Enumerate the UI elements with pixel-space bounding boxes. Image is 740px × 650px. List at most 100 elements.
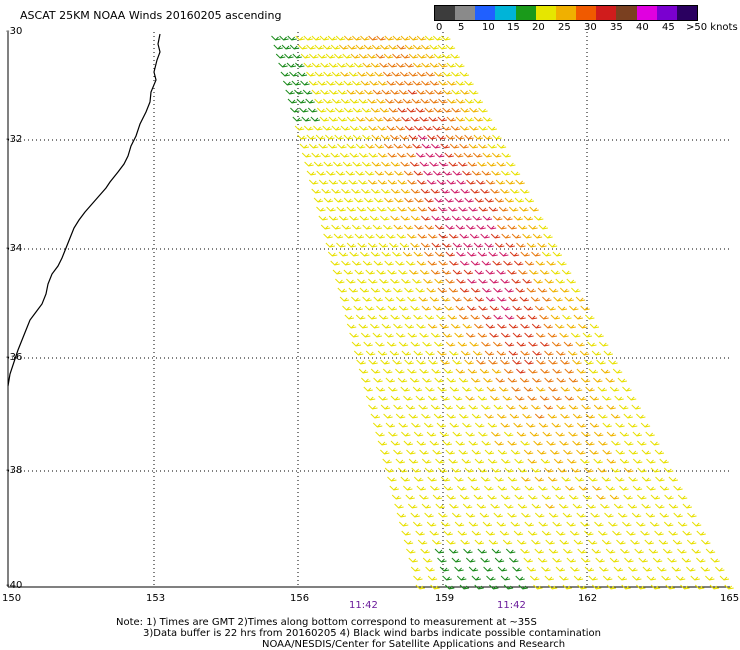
wind-barb	[511, 233, 522, 239]
wind-barb	[691, 521, 702, 527]
wind-barb	[376, 98, 386, 104]
wind-barb	[322, 125, 332, 131]
wind-barb	[340, 125, 351, 131]
wind-barb	[367, 98, 377, 104]
wind-barb	[316, 107, 327, 113]
wind-barb	[343, 107, 354, 113]
wind-barb	[591, 350, 602, 356]
wind-barb	[540, 458, 551, 464]
wind-barb	[619, 485, 629, 491]
wind-barb	[593, 404, 604, 410]
wind-barb	[402, 98, 413, 104]
wind-barb	[450, 53, 460, 59]
wind-barb	[494, 557, 505, 563]
wind-barb	[563, 341, 574, 347]
wind-barb	[376, 305, 386, 311]
wind-barb	[474, 296, 485, 302]
wind-barb	[487, 422, 498, 428]
wind-barb	[478, 107, 488, 113]
wind-barb	[445, 44, 456, 50]
wind-barb	[650, 467, 661, 473]
wind-barb	[351, 296, 361, 302]
wind-barb	[487, 494, 497, 500]
wind-barb	[351, 341, 362, 347]
wind-barb	[329, 89, 339, 95]
wind-barb	[444, 152, 454, 158]
wind-barb	[395, 296, 406, 302]
wind-barb	[564, 368, 574, 374]
wind-barb	[334, 53, 344, 59]
wind-barb	[436, 314, 446, 320]
wind-barb	[438, 98, 448, 104]
wind-barb	[614, 395, 624, 401]
wind-barb	[425, 386, 435, 392]
wind-barb	[348, 71, 359, 77]
wind-barb	[308, 179, 319, 185]
wind-barb	[498, 386, 509, 392]
wind-barb	[609, 557, 620, 563]
wind-barb	[568, 431, 578, 437]
wind-barb	[476, 359, 486, 365]
wind-barb	[474, 584, 484, 590]
wind-barb	[421, 413, 431, 419]
wind-barb	[344, 233, 354, 239]
wind-barb	[469, 125, 479, 131]
wind-barb	[494, 242, 505, 248]
wind-barb	[465, 332, 476, 338]
wind-barb	[383, 53, 394, 59]
wind-barb	[353, 62, 364, 68]
wind-barb	[303, 62, 313, 68]
wind-barb	[443, 368, 453, 374]
wind-barb	[380, 449, 390, 455]
wind-barb	[655, 476, 665, 482]
wind-barb	[481, 260, 491, 266]
wind-barb	[362, 134, 372, 140]
wind-barb	[452, 170, 462, 176]
wind-barb	[419, 116, 429, 122]
wind-barb	[448, 458, 458, 464]
wind-barb	[360, 80, 371, 86]
wind-barb	[358, 179, 368, 185]
wind-barb	[589, 323, 600, 329]
wind-barb	[603, 350, 613, 356]
wind-barb	[374, 170, 385, 176]
wind-barb	[410, 116, 420, 122]
wind-barb	[468, 566, 479, 572]
wind-barb	[316, 170, 326, 176]
wind-barb	[352, 35, 362, 41]
wind-barb	[440, 359, 450, 365]
wind-barb	[584, 530, 594, 536]
wind-barb	[421, 143, 432, 149]
wind-barb	[537, 242, 547, 248]
wind-barb	[546, 260, 556, 266]
wind-barb	[483, 566, 493, 572]
wind-barb	[333, 161, 343, 167]
wind-barb	[454, 197, 464, 203]
wind-barb	[380, 215, 390, 221]
wind-barb	[646, 485, 656, 491]
wind-barb	[448, 161, 458, 167]
wind-barb	[359, 287, 370, 293]
wind-barb	[394, 197, 404, 203]
wind-barb	[422, 557, 433, 563]
wind-barb	[410, 341, 420, 347]
wind-barb	[385, 98, 395, 104]
wind-barb	[403, 224, 414, 230]
wind-barb	[361, 107, 372, 113]
wind-barb	[285, 89, 295, 95]
wind-barb	[315, 134, 326, 140]
wind-barb	[485, 269, 495, 275]
wind-barb	[354, 269, 364, 275]
wind-barb	[541, 530, 552, 536]
wind-barb	[459, 143, 469, 149]
wind-barb	[690, 575, 700, 581]
wind-barb	[291, 80, 301, 86]
wind-barb	[446, 413, 456, 419]
wind-barb	[489, 278, 499, 284]
wind-barb	[577, 395, 587, 401]
wind-barb	[513, 260, 524, 266]
wind-barb	[398, 422, 408, 428]
wind-barb	[456, 251, 466, 257]
wind-barb	[596, 359, 606, 365]
wind-barb	[510, 188, 520, 194]
